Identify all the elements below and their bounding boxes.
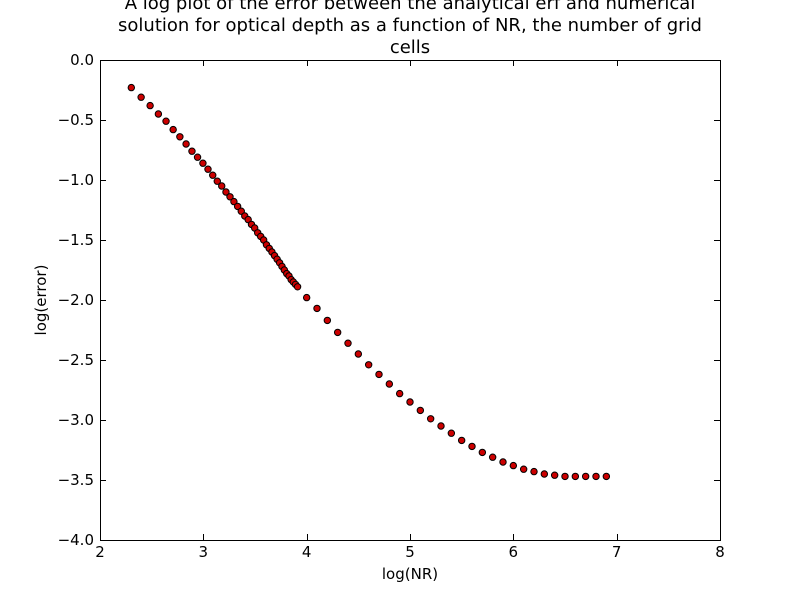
data-point — [313, 304, 321, 313]
data-point — [478, 448, 487, 457]
data-point — [199, 159, 207, 167]
data-points — [127, 83, 611, 481]
plot-frame — [100, 60, 721, 541]
data-point — [182, 140, 190, 148]
data-point — [375, 370, 383, 379]
y-tick-label: −3.5 — [58, 471, 94, 489]
x-tick-label: 2 — [95, 543, 105, 561]
chart-title: A log plot of the error between the anal… — [118, 0, 702, 58]
data-point — [499, 458, 507, 466]
data-point — [364, 361, 373, 369]
data-point — [406, 398, 414, 406]
y-tick-label: −3.0 — [58, 411, 94, 429]
x-tick-label: 5 — [405, 543, 415, 561]
data-point — [550, 471, 559, 479]
data-point — [226, 193, 234, 201]
data-point — [293, 283, 302, 291]
y-tick-label: −2.5 — [58, 351, 94, 369]
data-point — [395, 389, 404, 398]
y-axis-ticks: 0.0 −0.5 −1.0 −1.5 −2.0 −2.5 −3.0 −3.5 −4.0 — [58, 51, 720, 549]
chart-title-line-3: cells — [390, 37, 430, 58]
data-point — [468, 442, 476, 451]
data-point — [354, 350, 363, 358]
data-point — [127, 83, 136, 92]
data-point — [333, 328, 342, 337]
y-tick-label: −1.0 — [58, 171, 94, 189]
y-tick-label: −0.5 — [58, 111, 94, 129]
x-tick-label: 4 — [302, 543, 312, 561]
data-point — [218, 182, 226, 190]
data-point — [302, 293, 311, 302]
data-point — [437, 422, 445, 430]
data-point — [592, 472, 600, 481]
data-point — [146, 101, 154, 110]
data-point — [602, 472, 611, 481]
data-point — [344, 339, 352, 347]
y-tick-label: 0.0 — [70, 51, 94, 69]
data-point — [488, 453, 497, 461]
data-point — [416, 406, 425, 415]
data-point — [233, 202, 242, 211]
x-axis-label: log(NR) — [382, 565, 438, 583]
data-point — [176, 133, 184, 141]
data-point — [222, 188, 230, 196]
data-point — [162, 117, 170, 125]
data-point — [457, 436, 466, 445]
chart-title-line-2: solution for optical depth as a function… — [118, 15, 702, 36]
x-tick-label: 7 — [612, 543, 622, 561]
data-point — [519, 465, 528, 473]
data-point — [447, 429, 456, 437]
y-tick-label: −1.5 — [58, 231, 94, 249]
data-point — [193, 153, 202, 161]
chart-title-line-1: A log plot of the error between the anal… — [125, 0, 696, 14]
y-axis-label: log(error) — [32, 265, 50, 336]
data-point — [323, 316, 332, 325]
data-point — [237, 207, 245, 215]
data-point — [188, 147, 196, 155]
y-tick-label: −4.0 — [58, 531, 94, 549]
data-point — [209, 171, 217, 179]
data-point — [230, 197, 238, 206]
data-point — [426, 415, 435, 423]
data-point — [581, 472, 590, 481]
data-point — [530, 467, 538, 476]
data-point — [540, 470, 549, 478]
data-point — [169, 125, 177, 134]
y-tick-label: −2.0 — [58, 291, 94, 309]
data-point — [137, 93, 145, 101]
data-point — [213, 177, 221, 185]
x-tick-label: 6 — [509, 543, 519, 561]
data-point — [154, 110, 163, 118]
x-axis-ticks: 2 3 4 5 6 7 8 — [95, 60, 725, 561]
data-point — [571, 472, 580, 481]
data-point — [385, 380, 394, 388]
data-point — [509, 461, 518, 470]
x-tick-label: 8 — [715, 543, 725, 561]
data-point — [561, 472, 569, 481]
data-point — [204, 165, 212, 173]
x-tick-label: 3 — [199, 543, 209, 561]
